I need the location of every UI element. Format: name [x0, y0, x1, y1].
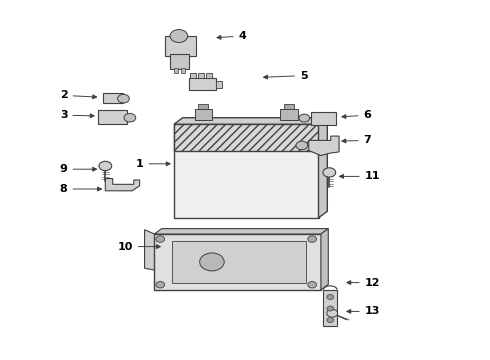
Bar — [206, 73, 212, 78]
Text: 3: 3 — [60, 110, 94, 120]
Text: 6: 6 — [342, 110, 371, 120]
Bar — [154, 234, 321, 290]
Bar — [198, 104, 208, 109]
Text: 2: 2 — [60, 90, 97, 100]
Circle shape — [327, 309, 338, 317]
Bar — [174, 124, 318, 151]
Circle shape — [170, 30, 188, 42]
Circle shape — [327, 306, 334, 311]
Text: 13: 13 — [347, 306, 380, 316]
Bar — [216, 81, 222, 88]
Bar — [165, 36, 196, 56]
Polygon shape — [318, 118, 327, 218]
Text: 7: 7 — [342, 135, 371, 145]
Polygon shape — [105, 179, 140, 191]
Polygon shape — [145, 230, 154, 270]
Polygon shape — [321, 229, 328, 290]
Circle shape — [323, 168, 336, 177]
Circle shape — [200, 253, 224, 271]
Text: 1: 1 — [136, 159, 170, 169]
Text: 10: 10 — [117, 242, 160, 252]
Bar — [280, 109, 298, 120]
Bar — [174, 68, 178, 73]
Text: 9: 9 — [60, 164, 97, 174]
Circle shape — [124, 113, 136, 122]
Bar — [189, 78, 216, 90]
Text: 5: 5 — [264, 71, 308, 81]
Circle shape — [118, 94, 129, 103]
Circle shape — [299, 114, 310, 122]
Bar — [311, 112, 336, 125]
Circle shape — [327, 318, 334, 323]
Polygon shape — [174, 118, 327, 124]
Bar — [323, 290, 337, 326]
Bar — [195, 109, 212, 120]
Bar — [170, 54, 189, 69]
Polygon shape — [309, 136, 339, 156]
Circle shape — [156, 236, 165, 242]
Text: 8: 8 — [60, 184, 101, 194]
Bar — [103, 93, 123, 103]
Circle shape — [308, 282, 317, 288]
Text: 11: 11 — [340, 171, 380, 181]
Text: 4: 4 — [217, 31, 246, 41]
Bar — [172, 241, 306, 283]
Bar — [174, 124, 318, 218]
Circle shape — [156, 282, 165, 288]
Bar — [190, 73, 196, 78]
Bar — [198, 73, 204, 78]
Bar — [181, 68, 185, 73]
Polygon shape — [154, 229, 328, 234]
Text: 12: 12 — [347, 278, 380, 288]
Circle shape — [99, 161, 112, 171]
Circle shape — [327, 294, 334, 300]
Circle shape — [308, 236, 317, 242]
Circle shape — [296, 141, 308, 150]
Bar — [284, 104, 294, 109]
Bar — [98, 110, 127, 124]
